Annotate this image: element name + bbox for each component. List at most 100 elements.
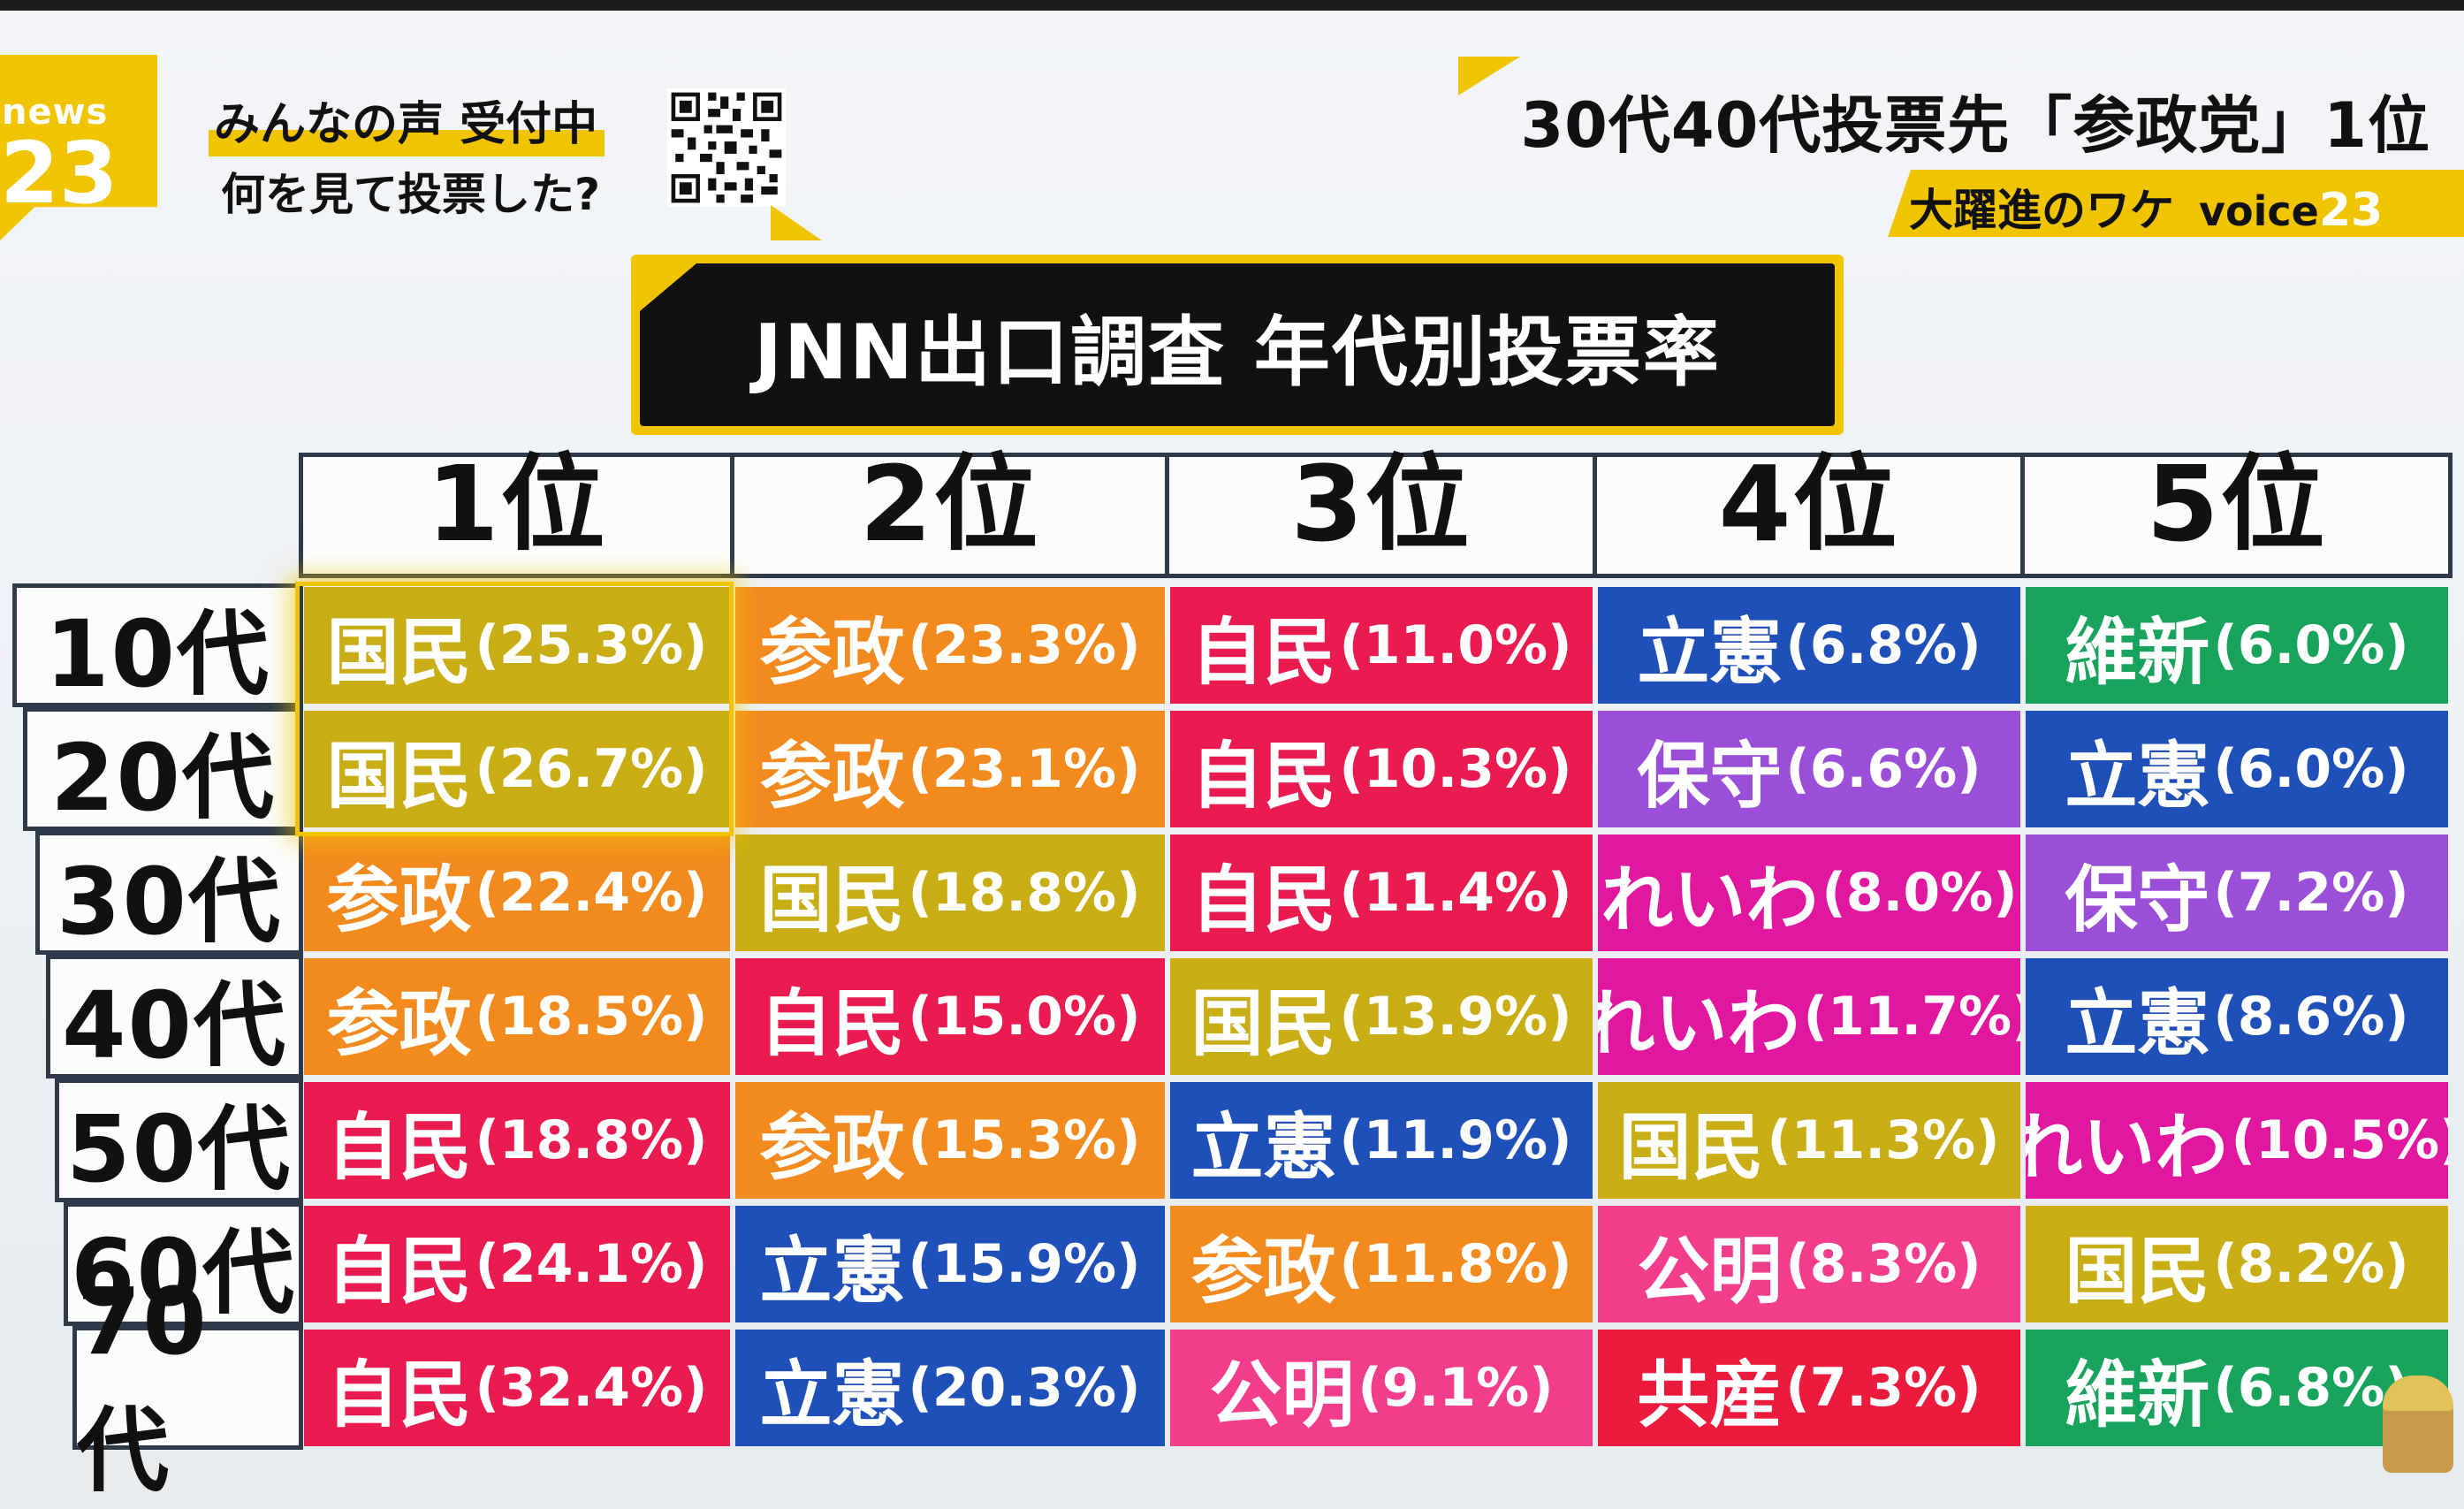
vote-share: (8.2%) (2213, 1233, 2409, 1295)
vote-share: (10.3%) (1339, 738, 1572, 800)
party-name: 自民 (759, 981, 905, 1066)
party-name: 自民 (1190, 857, 1336, 942)
party-name: 自民 (326, 1105, 472, 1190)
vote-share: (11.9%) (1339, 1109, 1572, 1171)
ranking-cell: れいわ (10.5%) (2026, 1082, 2448, 1199)
banner-notch (640, 263, 696, 311)
vote-share: (6.0%) (2213, 738, 2409, 800)
party-name: れいわ (1601, 857, 1819, 942)
row-label-30代: 30代 (35, 831, 303, 956)
vote-share: (6.6%) (1785, 738, 1981, 800)
ranking-cell: 参政 (15.3%) (735, 1082, 1165, 1199)
party-name: 参政 (326, 981, 472, 1066)
vote-share: (20.3%) (908, 1357, 1141, 1419)
ranking-cell: れいわ (8.0%) (1598, 835, 2020, 951)
vote-share: (25.3%) (475, 614, 708, 676)
vote-share: (6.8%) (2213, 1357, 2409, 1419)
ranking-cell: 公明 (8.3%) (1598, 1206, 2020, 1322)
ranking-cell: 参政 (11.8%) (1170, 1206, 1593, 1322)
party-name: 共産 (1637, 1353, 1783, 1437)
vote-share: (15.3%) (908, 1109, 1141, 1171)
party-name: 公明 (1209, 1353, 1355, 1437)
presenter-thumbnail (2383, 1376, 2453, 1473)
vote-share: (11.3%) (1767, 1109, 2000, 1171)
party-name: 立憲 (759, 1229, 905, 1314)
vote-share: (11.0%) (1339, 614, 1572, 676)
party-name: 自民 (326, 1229, 472, 1314)
ranking-cell: 参政 (22.4%) (304, 835, 730, 951)
voice-callout-line2: 何を見て投票した? (221, 169, 601, 220)
logo-text: news (2, 92, 109, 133)
vote-share: (7.3%) (1785, 1357, 1981, 1419)
party-name: 立憲 (1190, 1105, 1336, 1190)
row-label-10代: 10代 (12, 583, 303, 708)
vote-share: (22.4%) (475, 862, 708, 924)
party-name: 参政 (326, 857, 472, 942)
vote-share: (32.4%) (475, 1357, 708, 1419)
ranking-cell: 立憲 (15.9%) (735, 1206, 1165, 1322)
banner-title: JNN出口調査 年代別投票率 (640, 263, 1835, 426)
subtitle-bar (1888, 170, 2464, 237)
vote-share: (26.7%) (475, 738, 708, 800)
party-name: 国民 (1190, 981, 1336, 1066)
column-header-2: 2位 (730, 443, 1169, 578)
vote-share: (18.8%) (908, 862, 1141, 924)
vote-share: (15.9%) (908, 1233, 1141, 1295)
party-name: 国民 (1618, 1105, 1764, 1190)
ranking-cell: 参政 (23.1%) (735, 711, 1165, 827)
news23-logo: news 23 (0, 55, 157, 240)
ranking-cell: 国民 (18.8%) (735, 835, 1165, 951)
party-name: れいわ (1598, 981, 1800, 1066)
ranking-cell: 自民 (18.8%) (304, 1082, 730, 1199)
party-name: 自民 (326, 1353, 472, 1437)
party-name: 公明 (1637, 1229, 1783, 1314)
ranking-cell: 自民 (10.3%) (1170, 711, 1593, 827)
party-name: 国民 (326, 610, 472, 695)
vote-share: (8.6%) (2213, 986, 2409, 1048)
ranking-cell: 立憲 (6.8%) (1598, 587, 2020, 704)
ranking-cell: 維新 (6.8%) (2026, 1330, 2448, 1446)
party-name: 立憲 (759, 1353, 905, 1437)
corner-accent (1458, 57, 1520, 95)
vote-share: (11.4%) (1339, 862, 1572, 924)
party-name: 維新 (2065, 610, 2210, 695)
ranking-cell: 自民 (24.1%) (304, 1206, 730, 1322)
party-name: 参政 (759, 1105, 905, 1190)
vote-share: (6.8%) (1785, 614, 1981, 676)
party-name: 保守 (2065, 857, 2210, 942)
ranking-cell: 立憲 (8.6%) (2026, 958, 2448, 1075)
subtitle-text: 大躍進のワケ (1909, 185, 2174, 236)
ranking-cell: 参政 (18.5%) (304, 958, 730, 1075)
party-name: 国民 (326, 734, 472, 819)
vote-share: (18.8%) (475, 1109, 708, 1171)
ranking-cell: 自民 (32.4%) (304, 1330, 730, 1446)
vote-share: (13.9%) (1339, 986, 1572, 1048)
ranking-cell: 国民 (13.9%) (1170, 958, 1593, 1075)
party-name: 自民 (1190, 610, 1336, 695)
voice-callout-line1: みんなの声 受付中 (209, 87, 605, 156)
ranking-cell: 立憲 (20.3%) (735, 1330, 1165, 1446)
vote-share: (24.1%) (475, 1233, 708, 1295)
vote-share: (23.3%) (908, 614, 1141, 676)
ranking-cell: 自民 (15.0%) (735, 958, 1165, 1075)
row-label-20代: 20代 (23, 707, 303, 832)
ranking-cell: 保守 (7.2%) (2026, 835, 2448, 951)
ranking-cell: 参政 (23.3%) (735, 587, 1165, 704)
qr-code-icon[interactable] (667, 88, 786, 207)
subtitle-brand-number: 23 (2318, 184, 2384, 237)
row-label-50代: 50代 (55, 1078, 303, 1203)
ranking-cell: 保守 (6.6%) (1598, 711, 2020, 827)
broadcast-screen: news 23 みんなの声 受付中 何を見て投票した? 30代40代投票先「参政… (0, 11, 2464, 1505)
ranking-cell: 自民 (11.0%) (1170, 587, 1593, 704)
top-bezel (0, 0, 2464, 11)
vote-share: (18.5%) (475, 986, 708, 1048)
vote-share: (8.3%) (1785, 1233, 1981, 1295)
vote-share: (7.2%) (2213, 862, 2409, 924)
column-header-4: 4位 (1593, 443, 2025, 578)
ranking-cell: 自民 (11.4%) (1170, 835, 1593, 951)
column-header-3: 3位 (1165, 443, 1597, 578)
vote-share: (8.0%) (1821, 862, 2018, 924)
row-label-70代: 70代 (72, 1268, 303, 1505)
party-name: 国民 (2065, 1229, 2210, 1314)
ranking-cell: 立憲 (6.0%) (2026, 711, 2448, 827)
